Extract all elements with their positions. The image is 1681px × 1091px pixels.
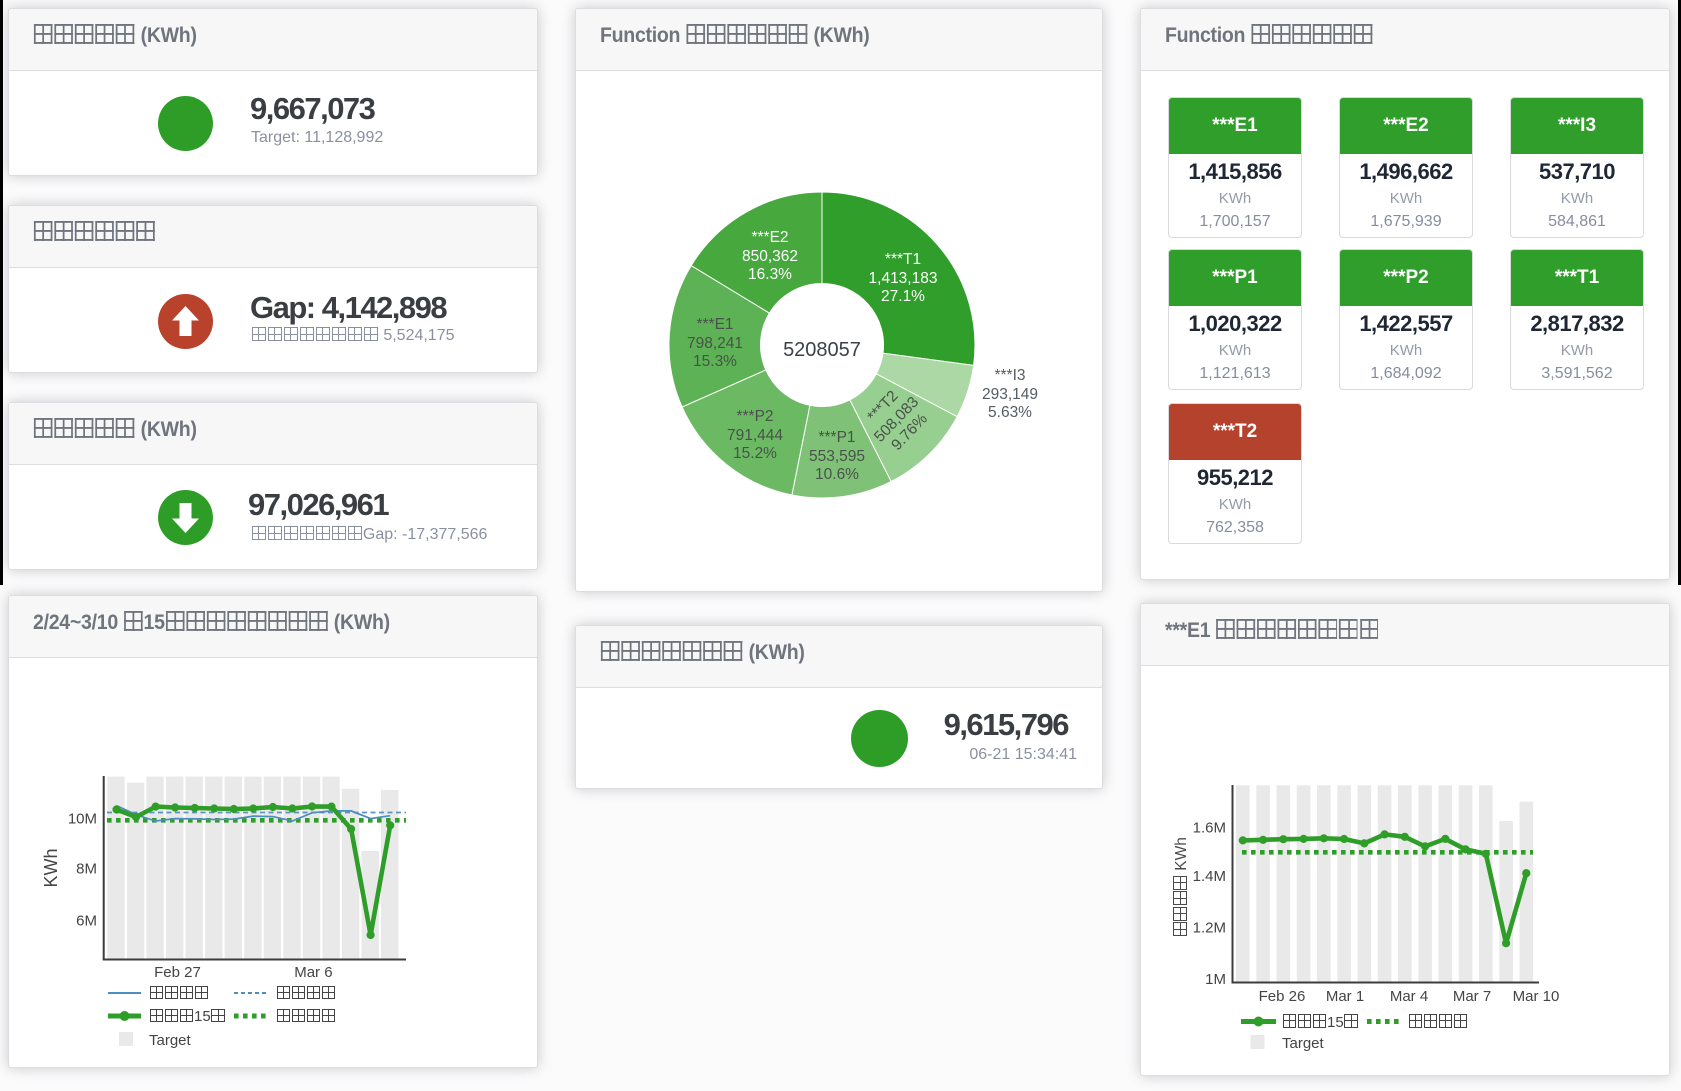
svg-text:***E2: ***E2 [751,229,788,246]
svg-text:798,241: 798,241 [687,335,743,352]
svg-text:***I3: ***I3 [994,367,1025,384]
svg-text:15.3%: 15.3% [693,353,737,370]
svg-text:10.6%: 10.6% [815,466,859,483]
svg-text:16.3%: 16.3% [748,266,792,283]
svg-text:27.1%: 27.1% [881,288,925,305]
svg-text:***E1: ***E1 [696,316,733,333]
svg-text:553,595: 553,595 [809,448,865,465]
svg-text:791,444: 791,444 [727,427,783,444]
svg-text:Mar 7: Mar 7 [1453,988,1491,1005]
svg-text:Mar 4: Mar 4 [1390,988,1428,1005]
svg-text:5.63%: 5.63% [988,404,1032,421]
svg-text:850,362: 850,362 [742,248,798,265]
svg-text:1.6M: 1.6M [1193,820,1226,837]
svg-text:***P1: ***P1 [818,429,855,446]
svg-text:1.2M: 1.2M [1193,920,1226,937]
svg-text:KWh: KWh [41,848,61,887]
svg-text:***T1: ***T1 [885,251,921,268]
svg-text:1.4M: 1.4M [1193,868,1226,885]
svg-text:293,149: 293,149 [982,386,1038,403]
svg-text:1,413,183: 1,413,183 [869,270,938,287]
svg-text:5208057: 5208057 [783,339,861,361]
svg-text:1M: 1M [1205,971,1226,988]
svg-text:Mar 1: Mar 1 [1326,988,1364,1005]
svg-text:10M: 10M [68,811,97,828]
svg-text:Mar 6: Mar 6 [294,964,332,981]
svg-text:8M: 8M [76,861,97,878]
svg-text:Feb 27: Feb 27 [154,964,201,981]
svg-text:Feb 26: Feb 26 [1259,988,1306,1005]
svg-text:***P2: ***P2 [736,408,773,425]
svg-text:Mar 10: Mar 10 [1513,988,1560,1005]
svg-text:15.2%: 15.2% [733,445,777,462]
svg-text:6M: 6M [76,913,97,930]
